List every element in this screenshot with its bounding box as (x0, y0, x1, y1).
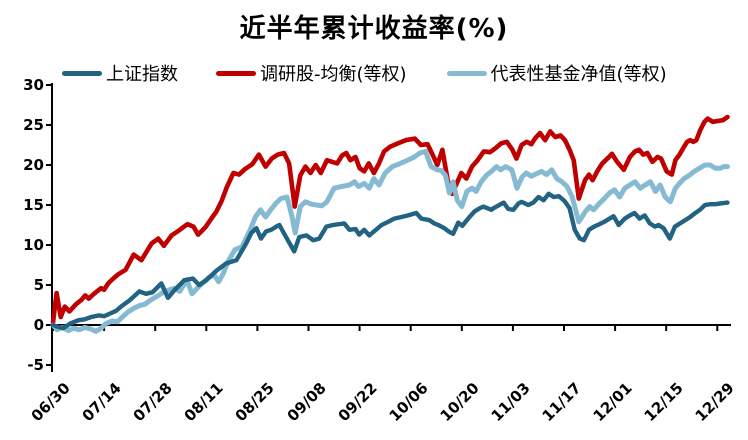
y-tick-label: 20 (23, 156, 44, 174)
legend-item[interactable]: 调研股-均衡(等权) (216, 60, 407, 86)
chart-legend: 上证指数 调研股-均衡(等权) 代表性基金净值(等权) (62, 60, 722, 86)
y-tick-label: 25 (23, 116, 44, 134)
chart-title: 近半年累计收益率(%) (239, 14, 509, 44)
y-tick-label: 5 (33, 276, 44, 294)
legend-line-swatch (62, 70, 102, 76)
legend-item[interactable]: 代表性基金净值(等权) (446, 60, 667, 86)
y-tick-label: 0 (33, 316, 44, 334)
y-tick-label: 30 (23, 76, 44, 94)
legend-label: 上证指数 (106, 64, 178, 85)
legend-label: 代表性基金净值(等权) (490, 64, 667, 85)
legend-item[interactable]: 上证指数 (62, 60, 178, 86)
series-line (50, 191, 730, 331)
legend-line-swatch (216, 70, 256, 76)
series-line (50, 114, 730, 325)
legend-line-swatch (446, 70, 487, 76)
y-tick-label: 15 (23, 196, 44, 214)
series-line (50, 148, 730, 334)
legend-label: 调研股-均衡(等权) (260, 64, 407, 85)
y-tick-label: 10 (23, 236, 44, 254)
y-tick-label: -5 (27, 356, 44, 374)
